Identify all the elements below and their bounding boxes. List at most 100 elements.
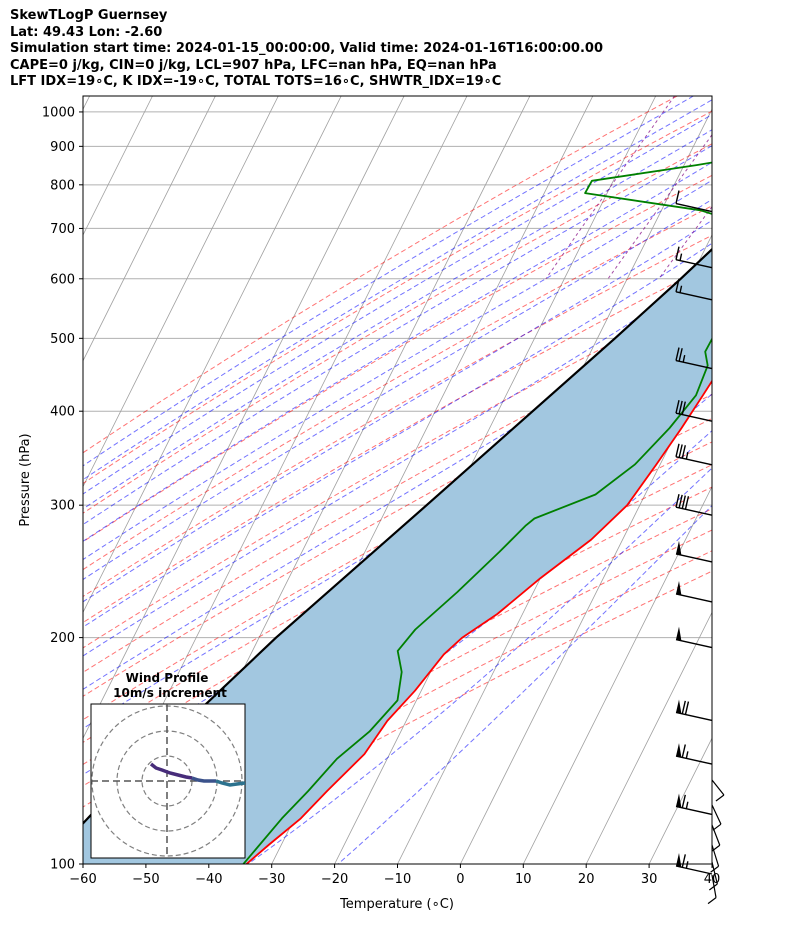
barb-flag [675, 246, 680, 260]
isotherm [83, 96, 90, 111]
y-tick-label: 900 [50, 140, 75, 155]
barb-half-flag [685, 801, 689, 809]
wind-profile-inset: Wind Profile 10m/s increment [90, 671, 246, 859]
dry-adiabat [83, 369, 712, 721]
surface-wind-barb [711, 844, 720, 867]
isotherm [522, 485, 712, 864]
surface-barb-flag [708, 883, 718, 891]
barb-flag [681, 445, 686, 459]
wind-barb [675, 190, 713, 213]
barb-half-flag [685, 751, 689, 759]
wind-barbs [675, 190, 725, 905]
barb-flag [678, 444, 683, 458]
barb-staff [675, 805, 713, 816]
surface-wind-barb [711, 804, 722, 825]
x-tick-label: 20 [578, 872, 595, 887]
surface-barb-flag [710, 865, 719, 873]
axis-ticks: −60 −50 −40 −30 −20 −10 0 10 20 30 40 100 200 300 400 5… [42, 105, 720, 887]
wind-barb [675, 699, 713, 722]
wind-barb [675, 743, 713, 765]
location-line: Lat: 49.43 Lon: -2.60 [10, 24, 163, 40]
dry-adiabat [83, 96, 678, 454]
barb-pennant [676, 540, 682, 556]
barb-staff [675, 711, 713, 722]
y-tick-label: 800 [50, 178, 75, 193]
y-tick-label: 400 [50, 405, 75, 420]
barb-half-flag [685, 451, 689, 460]
isotherm [775, 96, 794, 864]
moist-adiabat [83, 161, 712, 542]
mixing-ratio-line [545, 96, 676, 280]
y-axis-label: Pressure (hPa) [18, 433, 33, 526]
barb-staff [675, 638, 713, 649]
wind-barb [675, 494, 713, 516]
barb-flag [675, 347, 680, 361]
x-tick-label: −30 [258, 872, 285, 887]
y-tick-label: 200 [50, 631, 75, 646]
y-tick-label: 300 [50, 499, 75, 514]
barb-flag [684, 701, 690, 715]
barb-flag [681, 744, 686, 758]
isotherm [460, 359, 712, 864]
dry-adiabat [83, 263, 712, 624]
dry-adiabat [83, 110, 712, 485]
barb-pennant [676, 743, 682, 758]
barb-pennant [676, 793, 682, 808]
y-tick-label: 1000 [42, 105, 75, 120]
moist-adiabat [83, 198, 712, 581]
wind-barb [675, 626, 713, 649]
x-tick-label: 40 [704, 872, 721, 887]
x-tick-label: −60 [69, 872, 96, 887]
wind-barb [675, 246, 713, 269]
x-tick-label: −40 [195, 872, 222, 887]
inset-title: Wind Profile [126, 671, 209, 685]
barb-pennant [676, 580, 682, 596]
barb-pennant [676, 626, 682, 641]
isotherm [83, 96, 216, 362]
barb-flag [675, 400, 680, 414]
isotherm [585, 611, 712, 864]
hodograph-lower [215, 779, 245, 787]
x-tick-label: −10 [384, 872, 411, 887]
barb-flag [678, 400, 683, 415]
moist-adiabat [247, 467, 712, 864]
barb-staff [675, 506, 713, 516]
y-tick-label: 500 [50, 332, 75, 347]
y-tick-label: 600 [50, 272, 75, 287]
moist-adiabat [83, 144, 712, 526]
wind-barb [675, 400, 713, 422]
wind-barb [675, 793, 713, 816]
barb-flag [675, 494, 680, 508]
barb-staff [675, 593, 713, 603]
hodograph-upper [149, 762, 193, 780]
wind-barb [675, 580, 713, 603]
barb-staff [675, 291, 713, 301]
barb-staff [675, 412, 713, 422]
chart-title: SkewTLogP Guernsey [10, 8, 168, 23]
barb-flag [681, 495, 686, 509]
barb-staff [675, 755, 713, 765]
x-tick-label: 0 [456, 872, 464, 887]
barb-flag [678, 494, 683, 509]
cape-line: CAPE=0 j/kg, CIN=0 j/kg, LCL=907 hPa, LF… [10, 57, 497, 73]
barb-flag [681, 700, 686, 715]
isotherm [83, 96, 405, 740]
moist-adiabat [83, 219, 712, 603]
barb-pennant [676, 853, 682, 868]
dry-adiabat [83, 205, 712, 571]
wind-barb [675, 278, 713, 301]
chart-header: SkewTLogP Guernsey Lat: 49.43 Lon: -2.60… [10, 8, 603, 91]
barb-flag [681, 401, 686, 415]
wind-barb [675, 347, 713, 370]
y-tick-label: 100 [50, 858, 75, 873]
wind-barb [675, 540, 713, 563]
barb-flag [675, 278, 680, 293]
moist-adiabat [83, 99, 712, 481]
temperature-line [245, 379, 712, 864]
isotherm [648, 737, 712, 864]
barb-half-flag [679, 253, 683, 261]
isotherm [83, 96, 279, 488]
moist-adiabat [83, 267, 712, 657]
barb-staff [675, 553, 713, 563]
index-line: LFT IDX=19∘C, K IDX=-19∘C, TOTAL TOTS=16… [10, 74, 502, 89]
